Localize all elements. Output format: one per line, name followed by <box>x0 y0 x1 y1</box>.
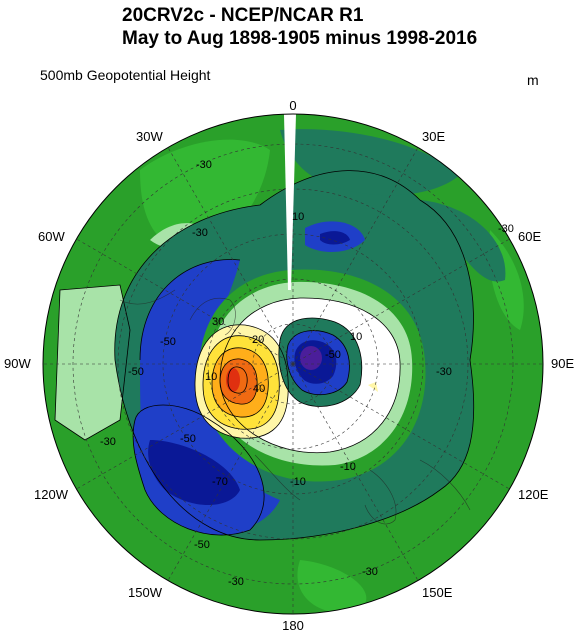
fill-band-darkblue-north <box>320 231 350 245</box>
contour-label: -50 <box>160 336 176 348</box>
variable-subtitle: 500mb Geopotential Height <box>40 67 211 83</box>
lon-label-60w: 60W <box>38 229 65 244</box>
map-border <box>42 113 544 615</box>
fill-band-teal-north <box>280 129 460 196</box>
contour-value-labels: -30 -30 -30 -30 -30 -30 -50 -50 -50 -50 … <box>100 159 514 588</box>
contour-label: -50 <box>325 349 341 361</box>
contour-label: -30 <box>498 223 514 235</box>
lon-label-90w: 90W <box>4 356 31 371</box>
contour-label: -30 <box>436 366 452 378</box>
lon-label-120w: 120W <box>34 487 69 502</box>
contour-label: -10 <box>340 461 356 473</box>
units-label: m <box>527 72 539 88</box>
contour-label: -30 <box>192 227 208 239</box>
longitude-labels: 0 30E 60E 90E 120E 150E 180 150W 120W 90… <box>4 98 574 633</box>
contour-label: 10 <box>205 371 217 383</box>
lon-label-150e: 150E <box>422 585 453 600</box>
fill-light-patch-west <box>55 285 130 440</box>
lon-label-30w: 30W <box>136 129 163 144</box>
contour-label: 20 <box>252 334 264 346</box>
map-title-line2: May to Aug 1898-1905 minus 1998-2016 <box>122 28 478 49</box>
contour-label: -10 <box>290 476 306 488</box>
contour-label: -30 <box>362 566 378 578</box>
lon-label-150w: 150W <box>128 585 163 600</box>
contour-label: -50 <box>180 433 196 445</box>
contour-label: 30 <box>212 316 224 328</box>
lon-label-60e: 60E <box>518 229 541 244</box>
lon-label-180: 180 <box>282 618 304 633</box>
contour-lines <box>54 170 475 541</box>
map-title-line1: 20CRV2c - NCEP/NCAR R1 <box>122 5 364 26</box>
contour-label: -30 <box>100 436 116 448</box>
contour-label: 40 <box>253 383 265 395</box>
lon-label-90e: 90E <box>551 356 574 371</box>
prime-meridian-seam <box>284 114 296 290</box>
contour-label: 10 <box>292 211 304 223</box>
fill-pos-max <box>226 368 240 392</box>
coastlines <box>119 289 471 525</box>
contour-label: -50 <box>194 539 210 551</box>
lon-label-30e: 30E <box>422 129 445 144</box>
lon-label-0: 0 <box>289 98 296 113</box>
fill-band-darkblue-southwest <box>148 440 240 505</box>
lon-label-120e: 120E <box>518 487 549 502</box>
contour-label: -30 <box>196 159 212 171</box>
contour-fill-layer <box>43 114 543 614</box>
fill-neg-core-min <box>300 346 322 370</box>
fill-light-patch-south <box>297 560 367 614</box>
contour-label: 10 <box>350 331 362 343</box>
contour-label: -50 <box>128 366 144 378</box>
contour-label: -30 <box>228 576 244 588</box>
contour-label: -70 <box>212 476 228 488</box>
fill-band-teal-east <box>420 200 506 282</box>
